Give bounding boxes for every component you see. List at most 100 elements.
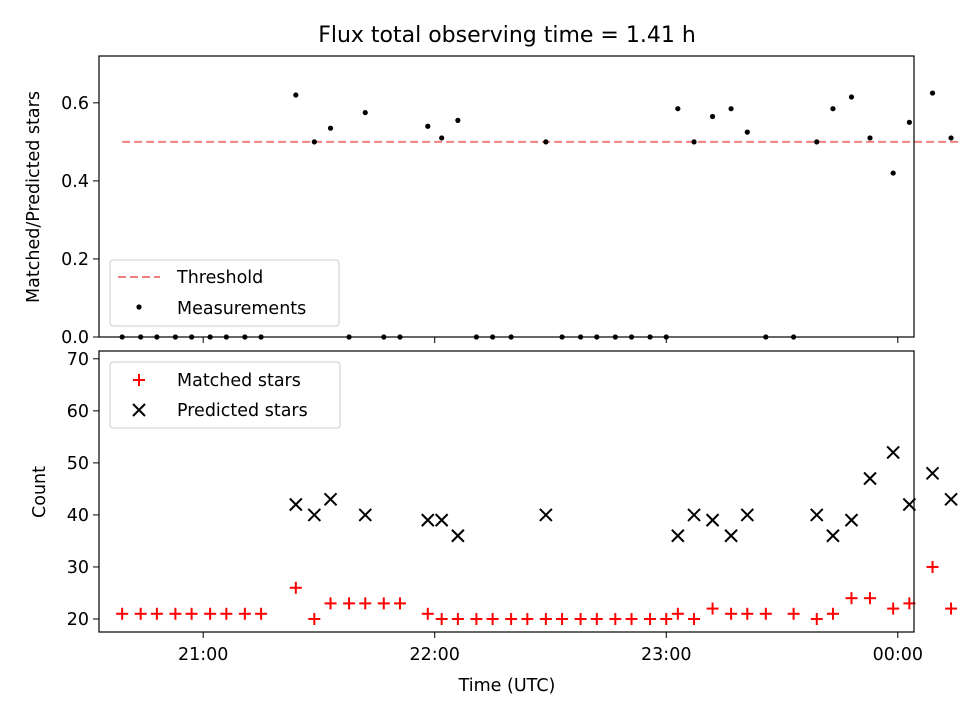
measurement-point <box>830 106 836 112</box>
measurement-point <box>890 170 896 176</box>
matched-star-point <box>238 607 251 620</box>
measurement-point <box>709 113 716 120</box>
matched-star-point <box>810 612 823 625</box>
top-y-tick-label: 0.2 <box>61 250 89 270</box>
measurement-point <box>675 106 681 112</box>
bottom-y-tick-label: 30 <box>67 558 89 578</box>
measurement-point <box>455 117 461 123</box>
measurement-point <box>293 92 299 98</box>
matched-star-point <box>435 612 448 625</box>
predicted-star-point <box>421 513 435 527</box>
legend-predicted-swatch <box>132 403 146 417</box>
measurement-point <box>744 129 750 135</box>
x-tick-label: 23:00 <box>641 645 691 665</box>
bottom-y-tick-label: 20 <box>67 610 89 630</box>
matched-star-point <box>505 612 518 625</box>
bottom-y-ticks: 20 30 40 50 60 70 <box>67 350 99 630</box>
matched-star-point <box>688 612 701 625</box>
measurement-point <box>362 109 368 116</box>
predicted-star-point <box>539 508 553 522</box>
predicted-star-point <box>724 529 738 543</box>
matched-star-point <box>308 612 321 625</box>
matched-star-point <box>945 602 958 615</box>
measurement-point <box>814 139 820 145</box>
matched-star-point <box>556 612 569 625</box>
measurement-point <box>311 139 317 145</box>
predicted-star-point <box>863 471 877 486</box>
measurement-point <box>906 119 912 125</box>
matched-star-point <box>864 592 877 605</box>
predicted-star-point <box>886 445 900 460</box>
predicted-star-point <box>740 508 755 522</box>
top-legend: Threshold Measurements <box>109 259 340 327</box>
predicted-star-point <box>451 529 465 543</box>
legend-predicted-label: Predicted stars <box>177 401 308 421</box>
matched-star-point <box>845 592 858 605</box>
measurement-point <box>848 94 855 100</box>
bottom-y-tick-label: 70 <box>67 350 89 370</box>
matched-star-point <box>255 607 268 620</box>
bottom-plot-marks <box>116 445 958 625</box>
matched-star-point <box>185 607 198 620</box>
measurement-point <box>867 135 873 141</box>
matched-star-point <box>169 607 182 620</box>
matched-star-point <box>521 612 534 625</box>
matched-star-point <box>539 612 552 625</box>
chart-title: Flux total observing time = 1.41 h <box>318 23 696 48</box>
matched-star-point <box>706 602 719 615</box>
matched-star-point <box>116 607 129 620</box>
matched-star-point <box>289 581 302 594</box>
top-y-ticks: 0.0 0.2 0.4 0.6 <box>61 94 99 348</box>
matched-star-point <box>421 607 434 620</box>
measurement-point <box>728 106 734 112</box>
matched-star-point <box>220 607 233 620</box>
predicted-star-point <box>307 508 322 522</box>
matched-star-point <box>926 560 939 573</box>
matched-star-point <box>590 612 603 625</box>
matched-star-point <box>644 612 657 625</box>
matched-star-point <box>887 602 900 615</box>
matched-star-point <box>826 607 839 620</box>
x-tick-label: 00:00 <box>873 645 923 665</box>
legend-matched-label: Matched stars <box>177 371 301 391</box>
matched-star-point <box>393 597 406 610</box>
bottom-legend: Matched stars Predicted stars <box>109 361 341 429</box>
matched-star-point <box>574 612 587 625</box>
matched-star-point <box>134 607 147 620</box>
predicted-star-point <box>810 508 824 522</box>
predicted-star-point <box>844 513 859 527</box>
matched-star-point <box>609 612 622 625</box>
matched-star-point <box>150 607 163 620</box>
measurement-point <box>691 139 697 145</box>
measurement-point <box>948 135 954 141</box>
matched-star-point <box>343 597 356 610</box>
predicted-star-point <box>434 513 449 527</box>
predicted-star-point <box>944 492 958 507</box>
x-axis-label: Time (UTC) <box>458 676 556 696</box>
matched-star-point <box>470 612 483 625</box>
top-x-ticks <box>202 337 899 343</box>
bottom-y-axis-label: Count <box>30 466 50 518</box>
measurement-point <box>543 139 549 145</box>
top-y-axis-label: Matched/Predicted stars <box>24 91 44 303</box>
predicted-star-point <box>925 466 940 480</box>
matched-star-point <box>204 607 217 620</box>
top-axes-frame <box>98 55 915 338</box>
predicted-star-point <box>705 513 720 527</box>
predicted-star-point <box>289 497 303 512</box>
predicted-star-point <box>671 529 685 543</box>
predicted-star-point <box>826 529 840 543</box>
measurement-point <box>327 125 334 131</box>
legend-matched-swatch <box>133 374 145 386</box>
x-tick-label: 21:00 <box>178 645 228 665</box>
bottom-legend-box <box>109 361 341 429</box>
top-panel: 0.0 0.2 0.4 0.6 Matched/Predicted stars Thr… <box>24 55 960 348</box>
measurement-point <box>439 135 445 141</box>
matched-star-point <box>903 597 916 610</box>
legend-threshold-label: Threshold <box>176 268 263 288</box>
legend-measurements-label: Measurements <box>177 299 306 319</box>
top-legend-box <box>109 259 340 327</box>
matched-star-point <box>359 597 372 610</box>
matched-star-point <box>660 612 673 625</box>
